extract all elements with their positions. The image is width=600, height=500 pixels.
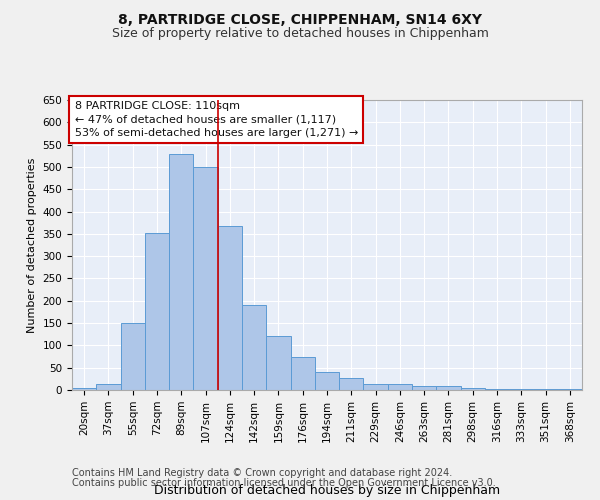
Text: Contains HM Land Registry data © Crown copyright and database right 2024.: Contains HM Land Registry data © Crown c… xyxy=(72,468,452,477)
Bar xyxy=(533,389,558,390)
Bar xyxy=(218,226,242,390)
Bar xyxy=(193,167,218,390)
Bar xyxy=(364,384,388,390)
Bar xyxy=(242,305,266,390)
Text: Size of property relative to detached houses in Chippenham: Size of property relative to detached ho… xyxy=(112,28,488,40)
Bar xyxy=(169,154,193,390)
Bar xyxy=(388,384,412,390)
Bar xyxy=(436,386,461,390)
X-axis label: Distribution of detached houses by size in Chippenham: Distribution of detached houses by size … xyxy=(154,484,500,496)
Text: Contains public sector information licensed under the Open Government Licence v3: Contains public sector information licen… xyxy=(72,478,496,488)
Y-axis label: Number of detached properties: Number of detached properties xyxy=(27,158,37,332)
Bar xyxy=(290,356,315,390)
Bar xyxy=(558,388,582,390)
Bar xyxy=(145,232,169,390)
Text: 8 PARTRIDGE CLOSE: 110sqm
← 47% of detached houses are smaller (1,117)
53% of se: 8 PARTRIDGE CLOSE: 110sqm ← 47% of detac… xyxy=(74,102,358,138)
Text: 8, PARTRIDGE CLOSE, CHIPPENHAM, SN14 6XY: 8, PARTRIDGE CLOSE, CHIPPENHAM, SN14 6XY xyxy=(118,12,482,26)
Bar xyxy=(412,386,436,390)
Bar xyxy=(121,323,145,390)
Bar xyxy=(509,388,533,390)
Bar xyxy=(339,378,364,390)
Bar xyxy=(266,336,290,390)
Bar xyxy=(315,372,339,390)
Bar xyxy=(485,388,509,390)
Bar xyxy=(72,388,96,390)
Bar xyxy=(461,388,485,390)
Bar xyxy=(96,384,121,390)
